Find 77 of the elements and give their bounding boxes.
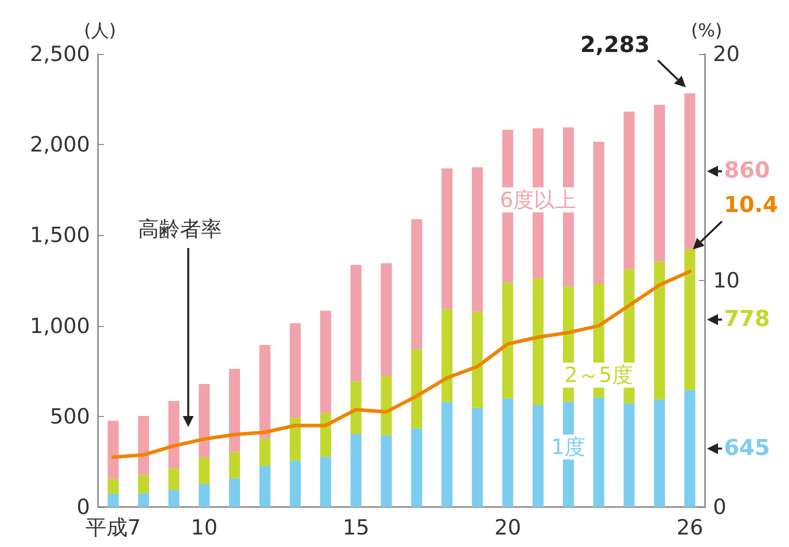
bar	[290, 460, 301, 507]
bar	[380, 376, 392, 436]
bar	[138, 474, 150, 494]
series-label: 6度以上	[500, 188, 576, 212]
bar	[229, 478, 240, 507]
x-tick-label: 26	[676, 516, 704, 540]
bar	[684, 249, 696, 390]
y2-tick-label: 10	[713, 268, 740, 292]
bar	[320, 412, 332, 457]
y-tick-label: 2,000	[30, 132, 90, 157]
bar	[168, 468, 180, 490]
bar	[593, 142, 604, 284]
bar	[380, 263, 392, 376]
bar	[350, 381, 362, 434]
bar	[259, 438, 270, 466]
bar	[290, 418, 301, 461]
y2-tick-label: 0	[713, 495, 726, 519]
bar	[259, 466, 270, 507]
bar	[350, 434, 362, 507]
bar	[229, 368, 240, 452]
bar	[138, 493, 150, 507]
bar	[654, 399, 665, 507]
series-label: 2～5度	[564, 363, 634, 388]
bar	[654, 262, 665, 400]
bar	[472, 312, 483, 408]
text: 860	[724, 158, 770, 184]
bar	[502, 282, 514, 398]
bar	[259, 345, 270, 438]
y-tick-label: 1,000	[30, 314, 90, 338]
bar	[198, 484, 210, 507]
line-series	[111, 270, 692, 459]
bar	[138, 416, 150, 475]
y-tick-label: 2,500	[30, 42, 90, 66]
x-tick-label: 15	[342, 516, 370, 540]
x-tick-label: 20	[494, 516, 522, 540]
y-tick-label: 500	[50, 404, 90, 428]
bar	[532, 278, 544, 405]
bar	[624, 112, 635, 270]
bar	[380, 435, 392, 507]
series-label: 1度	[551, 435, 586, 460]
bar	[108, 494, 119, 507]
bar	[442, 168, 453, 310]
bar	[198, 457, 210, 484]
x-tick-label: 10	[190, 516, 218, 540]
bar	[108, 478, 119, 494]
bar	[684, 390, 696, 507]
y2-axis-title: (%)	[691, 20, 722, 42]
bar	[168, 490, 180, 507]
text: 778	[724, 307, 770, 332]
bar	[290, 323, 301, 418]
bar	[654, 104, 665, 262]
bar	[350, 264, 362, 382]
bar	[442, 402, 453, 507]
bar	[472, 408, 483, 507]
bar	[320, 456, 332, 507]
bar	[168, 401, 180, 468]
text: 645	[724, 436, 770, 462]
data-label: 10.4	[724, 192, 778, 218]
bar	[442, 309, 453, 402]
bar	[108, 420, 119, 479]
text: 高齢者率	[138, 217, 222, 241]
y2-tick-label: 20	[713, 42, 740, 66]
bar	[229, 452, 240, 478]
bar	[320, 310, 332, 413]
y-tick-label: 1,500	[30, 223, 90, 248]
bar	[502, 398, 514, 507]
bar	[411, 349, 422, 428]
bar	[624, 403, 635, 507]
bar	[593, 397, 604, 507]
bar	[198, 384, 210, 458]
bar	[411, 428, 422, 507]
bar	[684, 93, 696, 250]
total-label: 2,283	[580, 32, 650, 58]
bar	[472, 167, 483, 312]
y-axis-title: (人)	[84, 20, 116, 42]
bar	[532, 404, 544, 507]
bar	[411, 219, 422, 350]
